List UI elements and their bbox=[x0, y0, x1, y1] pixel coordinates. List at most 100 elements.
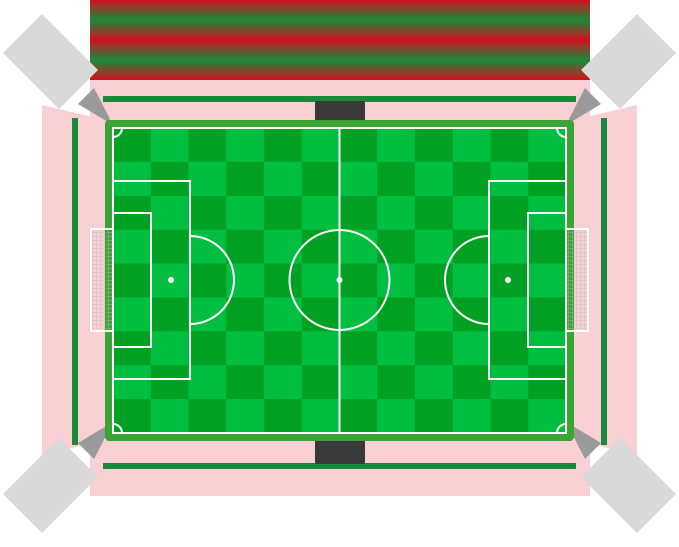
corner-arc-br bbox=[556, 423, 567, 434]
grass-tile bbox=[264, 263, 303, 298]
goal-left-icon bbox=[90, 228, 114, 332]
grass-tile bbox=[377, 161, 416, 197]
grass-tile bbox=[113, 128, 152, 163]
floodlight-top-left-icon bbox=[3, 14, 110, 122]
grass-tile bbox=[528, 263, 567, 298]
grass-tile bbox=[452, 128, 491, 163]
grass-tile bbox=[301, 128, 340, 163]
grass-tile bbox=[490, 229, 529, 265]
grass-tile bbox=[226, 229, 265, 265]
grass-tile bbox=[490, 161, 529, 197]
grass-tile bbox=[415, 297, 454, 332]
grass-tile bbox=[377, 128, 416, 163]
grass-tile bbox=[415, 365, 454, 400]
stripe-left bbox=[72, 118, 78, 445]
corner-arc-bl bbox=[112, 423, 123, 434]
grass-tile bbox=[150, 195, 189, 231]
grass-tile bbox=[226, 195, 265, 231]
grass-tile bbox=[415, 331, 454, 366]
grass-tile bbox=[301, 365, 340, 400]
grass-tile bbox=[452, 331, 491, 366]
grass-tile bbox=[377, 195, 416, 231]
grass-tile bbox=[415, 128, 454, 163]
grass-tile bbox=[377, 229, 416, 265]
stripe-bottom bbox=[103, 463, 576, 469]
grass-tile bbox=[188, 263, 227, 298]
grass-tile bbox=[264, 161, 303, 197]
grass-tile bbox=[226, 128, 265, 163]
grass-tile bbox=[528, 365, 567, 400]
grass-tile bbox=[490, 297, 529, 332]
grass-tile bbox=[226, 161, 265, 197]
grass-tile bbox=[264, 331, 303, 366]
grass-tile bbox=[188, 128, 227, 163]
grass-tile bbox=[188, 297, 227, 332]
grass-tile bbox=[528, 297, 567, 332]
grass-tile bbox=[490, 331, 529, 366]
grass-tile bbox=[452, 297, 491, 332]
grass-tile bbox=[415, 399, 454, 434]
grass-tile bbox=[150, 331, 189, 366]
grass-tile bbox=[528, 229, 567, 265]
grass-tile bbox=[150, 399, 189, 434]
stripe-right bbox=[601, 118, 607, 445]
grass-tile bbox=[150, 229, 189, 265]
penalty-arc-left bbox=[189, 235, 235, 325]
corner-arc-tr bbox=[556, 127, 567, 138]
grass-tile bbox=[339, 229, 378, 265]
grass-tile bbox=[113, 297, 152, 332]
grass-tile bbox=[113, 399, 152, 434]
grass-tile bbox=[188, 331, 227, 366]
grass-tile bbox=[490, 195, 529, 231]
penalty-spot-left bbox=[168, 277, 174, 283]
grass-tile bbox=[490, 365, 529, 400]
grass-tile bbox=[377, 263, 416, 298]
grass-tile bbox=[113, 229, 152, 265]
grass-tile bbox=[226, 399, 265, 434]
stripe-top bbox=[103, 96, 576, 102]
grass-tile bbox=[226, 365, 265, 400]
goal-right-icon bbox=[565, 228, 589, 332]
grass-tile bbox=[150, 161, 189, 197]
grass-tile bbox=[226, 331, 265, 366]
grass-tile bbox=[264, 399, 303, 434]
dugout-bottom bbox=[315, 440, 365, 464]
grass-tile bbox=[528, 128, 567, 163]
penalty-spot-right bbox=[505, 277, 511, 283]
grass-tile bbox=[188, 365, 227, 400]
grass-tile bbox=[339, 195, 378, 231]
grass-tile bbox=[339, 399, 378, 434]
grass-tile bbox=[264, 297, 303, 332]
grass-tile bbox=[113, 161, 152, 197]
grass-tile bbox=[452, 195, 491, 231]
grass-tile bbox=[150, 365, 189, 400]
grass-tile bbox=[377, 365, 416, 400]
center-circle bbox=[288, 229, 391, 331]
penalty-arc-right bbox=[444, 235, 490, 325]
grass-tile bbox=[150, 297, 189, 332]
grass-tile bbox=[264, 365, 303, 400]
grass-tile bbox=[528, 399, 567, 434]
grass-tile bbox=[415, 195, 454, 231]
grass-tile bbox=[415, 161, 454, 197]
grass-tile bbox=[339, 331, 378, 366]
grass-tile bbox=[377, 331, 416, 366]
grass-tile bbox=[339, 161, 378, 197]
grass-tile bbox=[415, 229, 454, 265]
grass-tile bbox=[188, 229, 227, 265]
grass-tile bbox=[150, 128, 189, 163]
grass-tile bbox=[113, 331, 152, 366]
grass-tile bbox=[188, 399, 227, 434]
grass-tile bbox=[452, 161, 491, 197]
grass-tile bbox=[490, 399, 529, 434]
banner-stand bbox=[90, 0, 590, 80]
grass-tile bbox=[452, 263, 491, 298]
grass-tile bbox=[264, 128, 303, 163]
grass-tile bbox=[301, 263, 340, 298]
floodlight-top-right-icon bbox=[569, 14, 676, 122]
border-stripes bbox=[72, 96, 607, 469]
grass-tile bbox=[452, 399, 491, 434]
corner-arc-tl bbox=[112, 127, 123, 138]
center-spot bbox=[336, 277, 343, 283]
